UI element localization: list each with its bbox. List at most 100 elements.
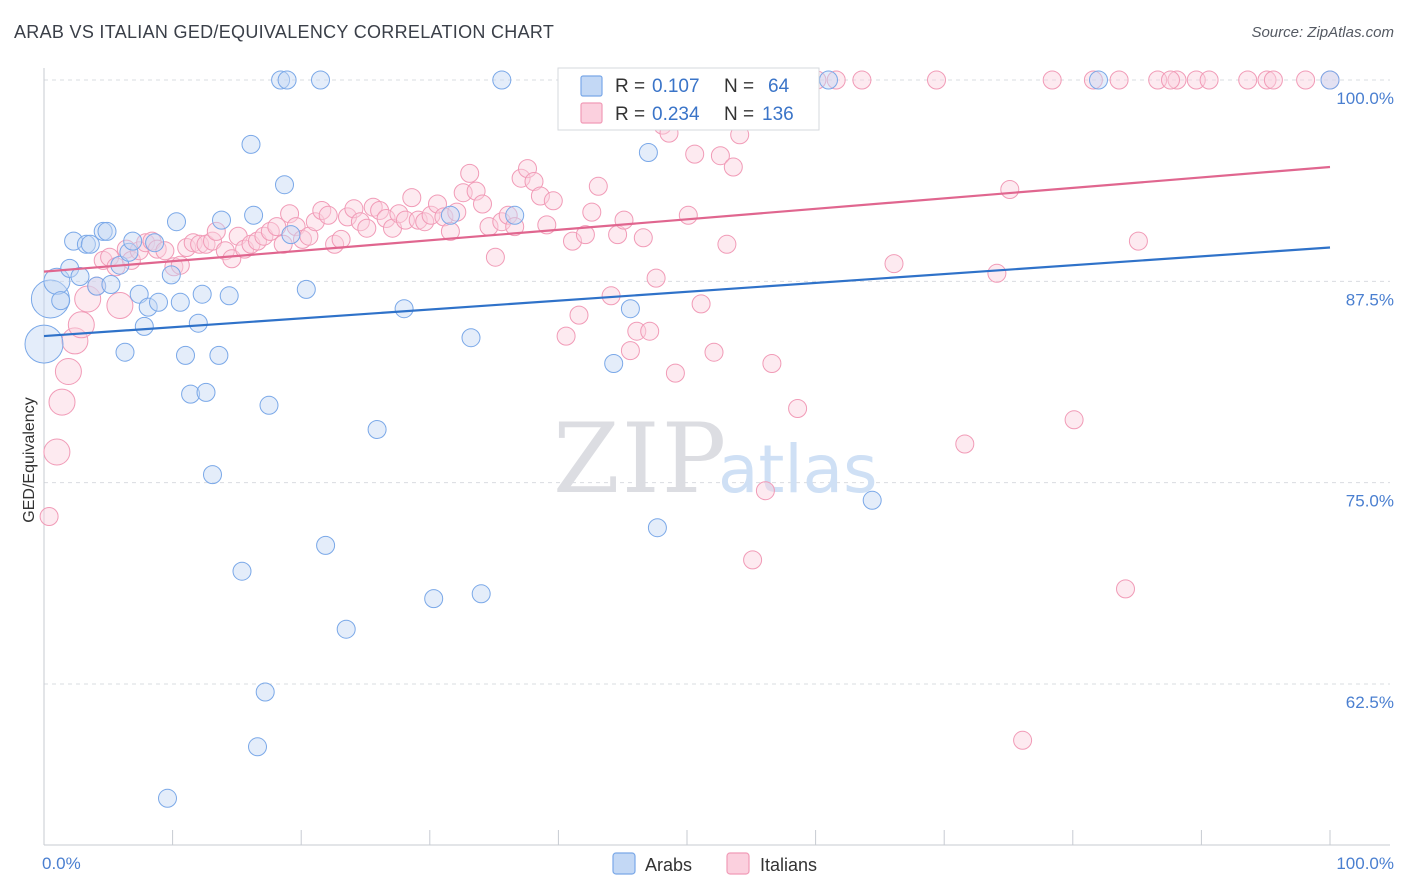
data-point [665, 363, 685, 383]
data-point [129, 284, 149, 304]
data-point [338, 207, 357, 227]
data-point [106, 292, 134, 319]
data-point [277, 70, 297, 90]
data-point [273, 234, 293, 254]
data-point [115, 342, 135, 362]
x-tick-label-min: 0.0% [42, 854, 81, 873]
y-tick-label: 100.0% [1336, 89, 1394, 108]
data-point [582, 202, 602, 222]
data-point [101, 275, 121, 294]
data-point [70, 267, 90, 286]
data-point [955, 434, 975, 454]
y-axis-label: GED/Equivalency [21, 397, 38, 522]
legend-n-label-arabs: N = [724, 76, 754, 97]
data-point [248, 231, 267, 251]
data-point [471, 584, 491, 604]
legend-n-value-arabs: 64 [768, 76, 790, 97]
data-point [862, 490, 882, 510]
data-point [1064, 410, 1084, 430]
data-point [569, 305, 589, 325]
legend-r-value-arabs: 0.107 [652, 76, 700, 97]
data-point [155, 241, 175, 261]
data-point [181, 384, 201, 404]
data-point [927, 70, 946, 90]
data-point [755, 481, 775, 501]
data-point [1238, 70, 1258, 90]
data-point [1199, 70, 1219, 90]
data-point [394, 299, 414, 319]
data-point [271, 70, 291, 90]
data-point [206, 221, 226, 241]
data-point [646, 268, 666, 288]
data-point [1161, 70, 1180, 90]
legend-n-value-italians: 136 [762, 104, 794, 125]
legend-r-label-arabs: R = [615, 76, 645, 97]
data-point [260, 221, 280, 241]
data-point [1320, 70, 1340, 90]
data-point [177, 238, 197, 257]
legend-n-label-italians: N = [724, 104, 754, 125]
data-point [219, 286, 239, 306]
series-arabs-points [24, 70, 1340, 808]
legend-r-value-italians: 0.234 [652, 104, 700, 125]
axes [43, 68, 1390, 846]
stats-legend: R = 0.107 N = 64 R = 0.234 N = 136 [557, 67, 820, 131]
data-point [530, 186, 550, 206]
data-point [402, 188, 422, 208]
data-point [76, 234, 96, 254]
data-point [1000, 180, 1020, 199]
x-axis-ticks [43, 830, 1331, 845]
data-point [588, 176, 608, 196]
data-point [134, 316, 154, 336]
data-point [203, 465, 222, 485]
data-point [505, 205, 525, 225]
data-point [145, 233, 165, 253]
data-point [43, 438, 71, 466]
data-point [511, 168, 531, 188]
data-point [524, 172, 544, 191]
data-point [215, 241, 235, 261]
trend-line-italians [43, 165, 1331, 273]
data-point [556, 326, 576, 346]
data-point [460, 163, 480, 183]
data-point [232, 561, 252, 581]
data-point [704, 342, 724, 362]
x-tick-label-max: 100.0% [1336, 854, 1394, 873]
data-point [190, 234, 210, 254]
data-point [543, 191, 563, 211]
y-tick-label: 75.0% [1346, 492, 1394, 511]
series-legend-label-italians: Italians [760, 855, 817, 875]
data-point [424, 589, 444, 609]
data-point [196, 382, 216, 402]
data-point [24, 324, 64, 364]
data-point [762, 354, 782, 373]
data-point [819, 70, 838, 90]
legend-swatch-italians [580, 102, 603, 124]
data-point [222, 249, 242, 269]
data-point [691, 294, 711, 314]
data-point [336, 619, 356, 639]
data-point [119, 242, 139, 262]
data-point [51, 291, 71, 311]
data-point [743, 550, 763, 570]
data-point [627, 321, 647, 341]
source-credit: Source: ZipAtlas.com [1251, 24, 1394, 41]
data-point [620, 341, 640, 361]
data-point [1167, 70, 1187, 90]
data-point [331, 229, 351, 249]
data-point [638, 143, 658, 162]
data-point [281, 225, 301, 245]
data-point [259, 395, 279, 415]
data-point [717, 234, 737, 254]
data-point [473, 194, 492, 214]
data-point [614, 210, 634, 230]
trend-lines [43, 165, 1331, 338]
data-point [212, 210, 231, 230]
data-point [248, 737, 267, 757]
data-point [138, 297, 158, 317]
data-point [788, 399, 808, 418]
data-point [505, 217, 525, 237]
data-point [318, 205, 338, 225]
data-point [440, 221, 460, 241]
data-point [1109, 70, 1129, 90]
